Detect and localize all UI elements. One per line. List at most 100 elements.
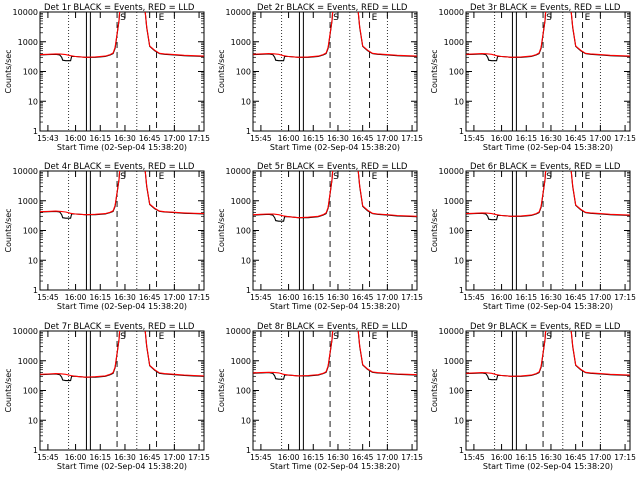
y-tick-label: 1: [459, 446, 464, 455]
y-tick-label: 10: [28, 256, 38, 265]
series-group: [40, 171, 204, 219]
y-tick-label: 1: [246, 286, 251, 295]
x-axis-label: Start Time (02-Sep-04 15:38:20): [483, 143, 613, 152]
y-tick-label: 10: [241, 256, 251, 265]
x-tick-label: 17:00: [590, 134, 612, 143]
chart-title: Det 1r BLACK = Events, RED = LLD: [44, 3, 195, 13]
x-tick-label: 17:15: [614, 453, 636, 462]
y-tick-label: 10000: [13, 327, 38, 336]
x-tick-label: 16:00: [278, 134, 300, 143]
marker-s: S: [546, 13, 552, 23]
y-axis-label: Counts/sec: [4, 368, 13, 412]
y-tick-label: 10000: [13, 167, 38, 176]
marker-e: E: [585, 332, 591, 342]
x-tick-label: 15:45: [250, 293, 272, 302]
x-tick-label: 17:00: [590, 293, 612, 302]
x-tick-label: 16:30: [540, 134, 562, 143]
x-tick-label: 15:45: [463, 134, 485, 143]
y-tick-label: 10: [454, 256, 464, 265]
y-tick-label: 10000: [439, 8, 464, 17]
x-tick-label: 16:00: [65, 293, 87, 302]
series-line-lld: [466, 12, 630, 58]
x-tick-label: 17:00: [164, 293, 186, 302]
x-tick-label: 16:15: [89, 453, 111, 462]
x-tick-label: 17:15: [401, 293, 423, 302]
chart-title: Det 2r BLACK = Events, RED = LLD: [257, 3, 408, 13]
x-axis-label: Start Time (02-Sep-04 15:38:20): [483, 462, 613, 471]
chart-title: Det 5r BLACK = Events, RED = LLD: [257, 162, 408, 172]
marker-s: S: [333, 332, 339, 342]
marker-e: E: [585, 13, 591, 23]
y-axis-label: Counts/sec: [217, 368, 226, 412]
chart-title: Det 8r BLACK = Events, RED = LLD: [257, 322, 408, 332]
x-tick-label: 15:45: [250, 453, 272, 462]
x-tick-label: 16:30: [327, 134, 349, 143]
x-tick-label: 17:00: [590, 453, 612, 462]
x-tick-label: 16:45: [565, 453, 587, 462]
x-tick-label: 16:45: [352, 453, 374, 462]
x-tick-label: 17:15: [401, 134, 423, 143]
series-line-lld: [466, 331, 630, 377]
x-axis-label: Start Time (02-Sep-04 15:38:20): [270, 462, 400, 471]
x-tick-label: 16:00: [491, 453, 513, 462]
marker-s: S: [546, 332, 552, 342]
y-axis-label: Counts/sec: [430, 208, 439, 252]
series-line-lld: [253, 331, 417, 377]
x-tick-label: 15:45: [463, 453, 485, 462]
y-tick-label: 100: [449, 387, 464, 396]
marker-s: S: [120, 172, 126, 182]
series-group: [466, 171, 630, 221]
series-group: [253, 171, 417, 222]
y-axis-label: Counts/sec: [4, 208, 13, 252]
x-tick-label: 17:15: [614, 293, 636, 302]
chart-panel-9: Det 9r BLACK = Events, RED = LLD 1 10 100 10…: [430, 322, 636, 471]
x-tick-label: 16:15: [515, 293, 537, 302]
series-group: [40, 331, 204, 382]
x-tick-label: 16:30: [540, 293, 562, 302]
y-tick-label: 100: [236, 387, 251, 396]
x-tick-label: 17:00: [377, 293, 399, 302]
x-tick-label: 16:30: [114, 453, 136, 462]
y-tick-label: 10: [241, 97, 251, 106]
x-tick-label: 16:15: [515, 134, 537, 143]
series-group: [466, 12, 630, 62]
y-tick-label: 100: [449, 227, 464, 236]
x-tick-label: 16:15: [302, 453, 324, 462]
x-tick-label: 16:15: [302, 293, 324, 302]
x-tick-label: 15:43: [37, 134, 59, 143]
y-tick-label: 10000: [226, 327, 251, 336]
y-axis-label: Counts/sec: [4, 49, 13, 93]
x-tick-label: 16:45: [352, 293, 374, 302]
marker-s: S: [333, 13, 339, 23]
y-tick-label: 1: [33, 446, 38, 455]
marker-s: S: [546, 172, 552, 182]
x-tick-label: 16:00: [491, 134, 513, 143]
y-tick-label: 100: [23, 387, 38, 396]
x-tick-label: 17:15: [188, 293, 210, 302]
marker-s: S: [120, 13, 126, 23]
x-tick-label: 16:30: [327, 293, 349, 302]
chart-panel-5: Det 5r BLACK = Events, RED = LLD 1 10 100 10…: [217, 162, 423, 311]
y-tick-label: 10: [28, 97, 38, 106]
y-tick-label: 10000: [439, 327, 464, 336]
marker-e: E: [159, 172, 165, 182]
x-tick-label: 16:15: [515, 453, 537, 462]
chart-panel-7: Det 7r BLACK = Events, RED = LLD 1 10 100 10…: [4, 322, 210, 471]
marker-e: E: [372, 332, 378, 342]
x-tick-label: 17:00: [377, 134, 399, 143]
y-axis-label: Counts/sec: [430, 368, 439, 412]
chart-panel-8: Det 8r BLACK = Events, RED = LLD 1 10 100 10…: [217, 322, 423, 471]
y-tick-label: 1: [246, 127, 251, 136]
x-axis-label: Start Time (02-Sep-04 15:38:20): [270, 143, 400, 152]
marker-s: S: [120, 332, 126, 342]
y-tick-label: 10000: [13, 8, 38, 17]
x-tick-label: 16:00: [278, 453, 300, 462]
x-tick-label: 16:15: [89, 293, 111, 302]
series-line-lld: [40, 12, 204, 58]
y-tick-label: 1000: [231, 357, 251, 366]
x-tick-label: 16:45: [352, 134, 374, 143]
x-tick-label: 17:15: [614, 134, 636, 143]
y-tick-label: 10000: [439, 167, 464, 176]
x-tick-label: 15:45: [463, 293, 485, 302]
x-tick-label: 16:30: [540, 453, 562, 462]
